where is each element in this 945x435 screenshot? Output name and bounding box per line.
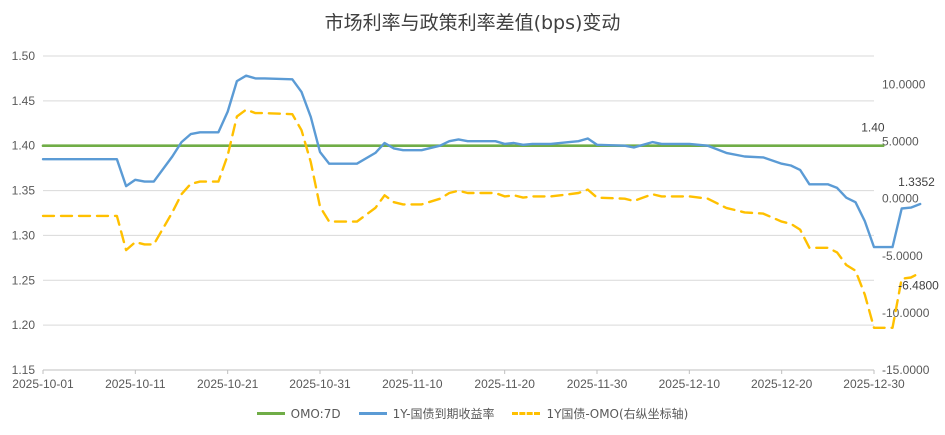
left-tick-label: 1.40 — [12, 139, 36, 153]
x-tick-label: 2025-12-20 — [751, 377, 813, 391]
right-tick-label: 10.0000 — [882, 78, 926, 92]
right-tick-label: -10.0000 — [882, 306, 930, 320]
right-tick-label: 0.0000 — [882, 192, 919, 206]
legend-item: 1Y-国债到期收益率 — [358, 405, 495, 422]
legend-swatch — [256, 412, 285, 415]
legend-swatch — [358, 412, 387, 415]
right-tick-label: -15.0000 — [882, 363, 930, 377]
data-label: 1.3352 — [898, 175, 935, 189]
right-y-axis: -15.0000 -10.0000 -5.0000 0.0000 5.0000 10.00… — [882, 78, 930, 377]
left-tick-label: 1.50 — [12, 49, 36, 63]
left-tick-label: 1.20 — [12, 318, 36, 332]
x-tick-label: 2025-11-10 — [382, 377, 443, 391]
data-label: 1.40 — [861, 121, 885, 135]
legend-label: 1Y国债-OMO(右纵坐标轴) — [546, 407, 689, 421]
x-tick-label: 2025-10-11 — [105, 377, 166, 391]
right-tick-label: -5.0000 — [882, 249, 923, 263]
left-y-axis: 1.15 1.20 1.25 1.30 1.35 1.40 1.45 1.50 — [12, 49, 36, 377]
x-tick-label: 2025-10-31 — [289, 377, 351, 391]
x-tick-label: 2025-10-01 — [12, 377, 74, 391]
left-tick-label: 1.30 — [12, 228, 36, 242]
legend-label: 1Y-国债到期收益率 — [392, 407, 495, 421]
x-tick-label: 2025-12-30 — [843, 377, 905, 391]
x-tick-label: 2025-11-20 — [474, 377, 535, 391]
x-tick-label: 2025-11-30 — [567, 377, 628, 391]
legend-item: OMO:7D — [256, 405, 341, 422]
x-axis: 2025-10-01 2025-10-11 2025-10-21 2025-10-31… — [12, 369, 905, 391]
data-labels: 1.40 1.3352 -6.4800 — [861, 121, 939, 293]
data-label: -6.4800 — [898, 279, 939, 293]
series-line-1Y-国债到期收益率 — [41, 74, 922, 249]
left-tick-label: 1.45 — [12, 94, 36, 108]
series-line-1Y国债-OMO(右纵坐标轴) — [41, 108, 922, 329]
left-tick-label: 1.35 — [12, 184, 36, 198]
left-tick-label: 1.25 — [12, 273, 36, 287]
left-tick-label: 1.15 — [12, 363, 36, 377]
legend-item: 1Y国债-OMO(右纵坐标轴) — [512, 405, 688, 422]
chart-title: 市场利率与政策利率差值(bps)变动 — [324, 12, 621, 34]
x-tick-label: 2025-12-10 — [659, 377, 721, 391]
series-lines — [41, 74, 922, 329]
x-tick-label: 2025-10-21 — [197, 377, 259, 391]
legend-label: OMO:7D — [290, 406, 341, 421]
legend-swatch — [512, 412, 541, 415]
right-tick-label: 5.0000 — [882, 135, 919, 149]
legend: OMO:7D 1Y-国债到期收益率 1Y国债-OMO(右纵坐标轴) — [0, 405, 945, 422]
